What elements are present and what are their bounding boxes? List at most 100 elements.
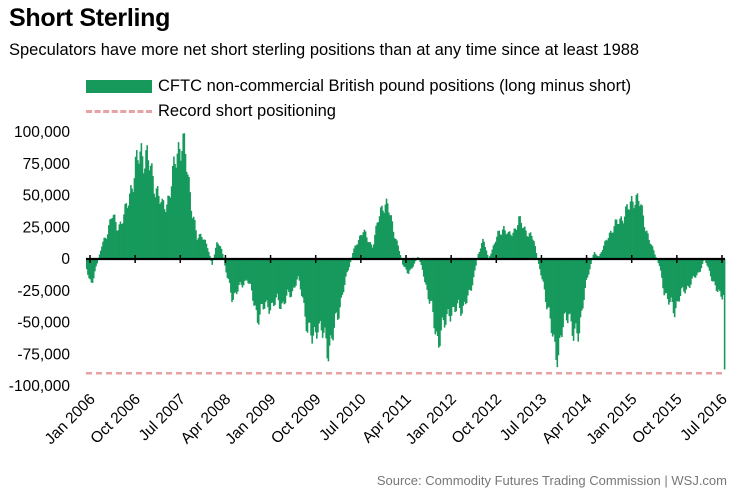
bar (450, 259, 453, 316)
bar (634, 204, 636, 259)
bar (353, 248, 355, 259)
bar (300, 259, 303, 297)
bar (404, 259, 406, 268)
bar (472, 259, 475, 278)
bar (413, 259, 416, 264)
bar (178, 148, 181, 259)
bar (641, 205, 643, 259)
bar (217, 243, 219, 259)
bar (339, 259, 341, 308)
bar (489, 256, 491, 259)
bar (342, 259, 345, 293)
bar (551, 259, 554, 337)
bar (331, 259, 333, 339)
bar (540, 259, 542, 276)
bar (433, 259, 435, 329)
bar (347, 259, 349, 271)
bar (103, 237, 105, 259)
bar (481, 242, 483, 259)
bar (153, 193, 155, 259)
bar (508, 231, 511, 259)
bar (269, 259, 272, 311)
bar (105, 238, 108, 259)
bar (534, 246, 537, 259)
bar (405, 259, 408, 270)
bar (432, 259, 434, 313)
bar (651, 246, 654, 259)
bar (252, 259, 254, 301)
bar (601, 249, 604, 259)
bar (519, 216, 521, 259)
bar (288, 259, 290, 293)
bar (483, 241, 485, 259)
bar (280, 259, 282, 309)
bar (102, 241, 104, 259)
bar (321, 259, 324, 338)
bar (558, 259, 561, 338)
bar (235, 259, 238, 295)
bar (663, 259, 665, 296)
bar (527, 236, 530, 259)
bar (431, 259, 433, 301)
bar (356, 244, 359, 259)
bar (148, 170, 151, 259)
bar (382, 210, 384, 259)
bar (111, 218, 114, 259)
bar (144, 168, 146, 259)
bar (630, 196, 633, 259)
bar (685, 259, 688, 290)
bar (273, 259, 275, 307)
bar (468, 259, 470, 290)
bar (628, 209, 631, 259)
bar (465, 259, 468, 304)
bar (329, 259, 332, 336)
bar (335, 259, 338, 313)
bar (700, 259, 703, 269)
bar (530, 235, 533, 259)
bar (403, 259, 405, 267)
y-tick-label: 0 (61, 251, 70, 268)
bar (139, 151, 141, 259)
bar (117, 230, 119, 259)
bar (619, 218, 621, 259)
bar (590, 259, 592, 264)
bar (565, 259, 568, 321)
bar (183, 133, 186, 259)
bar (512, 232, 514, 259)
bar (154, 197, 157, 259)
bar (260, 259, 262, 304)
bar (563, 259, 566, 314)
y-tick-label: -75,000 (17, 346, 70, 363)
bar (270, 259, 273, 303)
bar (386, 203, 389, 259)
bar (191, 218, 194, 259)
bar (682, 259, 684, 288)
bar (152, 175, 154, 259)
bar (348, 259, 351, 268)
bar (234, 259, 237, 293)
bar (560, 259, 562, 336)
bar-series (86, 133, 726, 370)
bar (718, 259, 720, 290)
bar (584, 259, 586, 288)
bar (596, 255, 598, 259)
bar (636, 193, 639, 259)
bar (449, 259, 452, 322)
bar (556, 259, 559, 368)
bar (271, 259, 274, 303)
bar (500, 234, 503, 259)
bar (333, 259, 336, 328)
bar (112, 214, 115, 259)
bar (381, 205, 383, 259)
bar (141, 156, 144, 259)
bar (593, 252, 596, 259)
bar (721, 259, 724, 300)
bar (207, 251, 210, 259)
bar (120, 224, 123, 259)
bar (589, 259, 591, 270)
bar (126, 207, 129, 259)
bar (669, 259, 671, 303)
bar (324, 259, 326, 328)
bar (262, 259, 265, 310)
